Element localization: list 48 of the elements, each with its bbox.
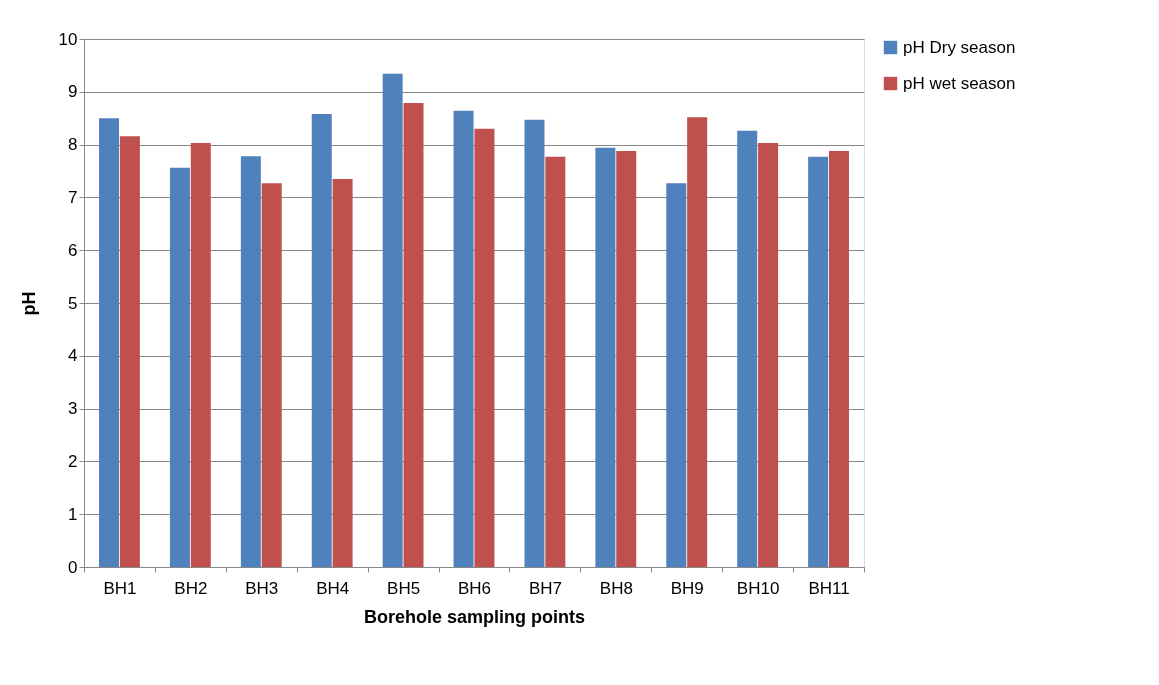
y-tick-label: 7 (68, 187, 78, 207)
bar (99, 118, 120, 567)
bar (828, 150, 849, 567)
bar (332, 178, 353, 567)
bar (240, 156, 261, 567)
x-tick-label: BH7 (528, 578, 562, 598)
x-tick-label: BH4 (316, 578, 350, 598)
y-tick-label: 2 (68, 451, 78, 471)
y-tick-label: 10 (58, 29, 78, 49)
y-tick-label: 4 (68, 346, 78, 366)
y-tick-label: 3 (68, 399, 78, 419)
bar (453, 110, 474, 567)
x-tick-label: BH3 (245, 578, 279, 598)
legend-label: pH Dry season (903, 37, 1016, 57)
bar (758, 143, 779, 567)
bar (737, 130, 758, 567)
x-tick-label: BH2 (174, 578, 208, 598)
x-axis-title: Borehole sampling points (363, 606, 586, 627)
bar (545, 156, 566, 567)
y-tick-label: 0 (68, 557, 78, 577)
bar (687, 117, 708, 567)
y-tick-label: 6 (68, 240, 78, 260)
y-tick-label: 1 (68, 504, 78, 524)
bar (666, 183, 687, 567)
bar (169, 167, 190, 567)
bar (261, 183, 282, 567)
x-tick-label: BH6 (457, 578, 492, 598)
y-tick-label: 8 (68, 135, 78, 155)
bar (808, 156, 829, 567)
bar (403, 102, 424, 567)
bar (595, 147, 616, 567)
bar (382, 73, 403, 567)
bar (616, 150, 637, 567)
x-tick-label: BH10 (736, 578, 780, 598)
x-tick-label: BH5 (387, 578, 421, 598)
bar (119, 136, 140, 567)
x-tick-label: BH8 (599, 578, 633, 598)
x-tick-label: BH9 (670, 578, 704, 598)
bar (311, 113, 332, 567)
y-axis-title: pH (18, 291, 39, 316)
y-tick-label: 5 (68, 293, 78, 313)
legend-label: pH wet season (903, 73, 1016, 93)
bar (190, 143, 211, 567)
x-tick-label: BH11 (808, 578, 850, 598)
y-tick-label: 9 (68, 82, 78, 102)
bar (524, 119, 545, 567)
x-tick-label: BH1 (103, 578, 137, 598)
bar (474, 128, 495, 567)
